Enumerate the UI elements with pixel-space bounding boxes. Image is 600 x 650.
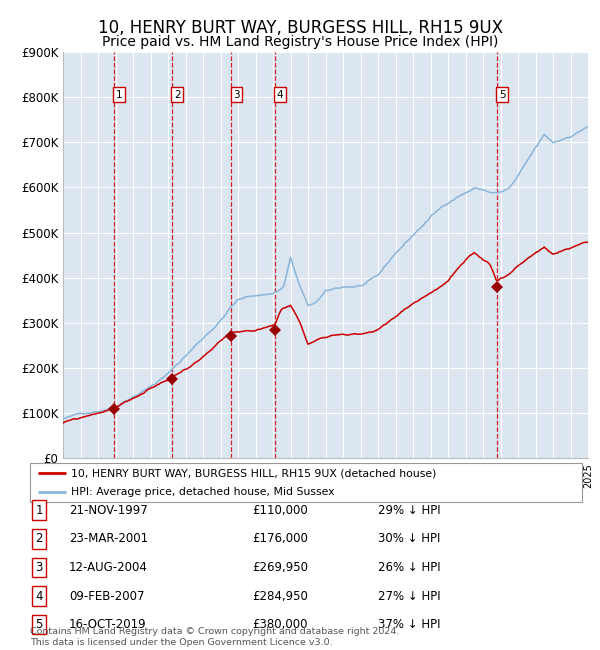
Text: 5: 5 xyxy=(35,618,43,631)
Text: 26% ↓ HPI: 26% ↓ HPI xyxy=(378,561,440,574)
Text: 29% ↓ HPI: 29% ↓ HPI xyxy=(378,504,440,517)
Text: 23-MAR-2001: 23-MAR-2001 xyxy=(69,532,148,545)
Text: 4: 4 xyxy=(35,590,43,603)
Text: Contains HM Land Registry data © Crown copyright and database right 2024.
This d: Contains HM Land Registry data © Crown c… xyxy=(30,627,400,647)
Text: £176,000: £176,000 xyxy=(252,532,308,545)
Text: Price paid vs. HM Land Registry's House Price Index (HPI): Price paid vs. HM Land Registry's House … xyxy=(102,35,498,49)
Text: 4: 4 xyxy=(277,90,283,99)
Text: 3: 3 xyxy=(35,561,43,574)
Text: £380,000: £380,000 xyxy=(252,618,308,631)
Text: 16-OCT-2019: 16-OCT-2019 xyxy=(69,618,146,631)
FancyBboxPatch shape xyxy=(30,463,582,502)
Text: £110,000: £110,000 xyxy=(252,504,308,517)
Text: 5: 5 xyxy=(499,90,505,99)
Text: £284,950: £284,950 xyxy=(252,590,308,603)
Text: 2: 2 xyxy=(174,90,181,99)
Text: 1: 1 xyxy=(116,90,122,99)
Text: 10, HENRY BURT WAY, BURGESS HILL, RH15 9UX: 10, HENRY BURT WAY, BURGESS HILL, RH15 9… xyxy=(97,19,503,37)
Text: 09-FEB-2007: 09-FEB-2007 xyxy=(69,590,145,603)
Text: 2: 2 xyxy=(35,532,43,545)
Text: HPI: Average price, detached house, Mid Sussex: HPI: Average price, detached house, Mid … xyxy=(71,487,335,497)
Text: £269,950: £269,950 xyxy=(252,561,308,574)
Text: 21-NOV-1997: 21-NOV-1997 xyxy=(69,504,148,517)
Text: 37% ↓ HPI: 37% ↓ HPI xyxy=(378,618,440,631)
Text: 3: 3 xyxy=(233,90,240,99)
Text: 27% ↓ HPI: 27% ↓ HPI xyxy=(378,590,440,603)
Text: 1: 1 xyxy=(35,504,43,517)
Text: 12-AUG-2004: 12-AUG-2004 xyxy=(69,561,148,574)
Text: 10, HENRY BURT WAY, BURGESS HILL, RH15 9UX (detached house): 10, HENRY BURT WAY, BURGESS HILL, RH15 9… xyxy=(71,469,437,478)
Text: 30% ↓ HPI: 30% ↓ HPI xyxy=(378,532,440,545)
